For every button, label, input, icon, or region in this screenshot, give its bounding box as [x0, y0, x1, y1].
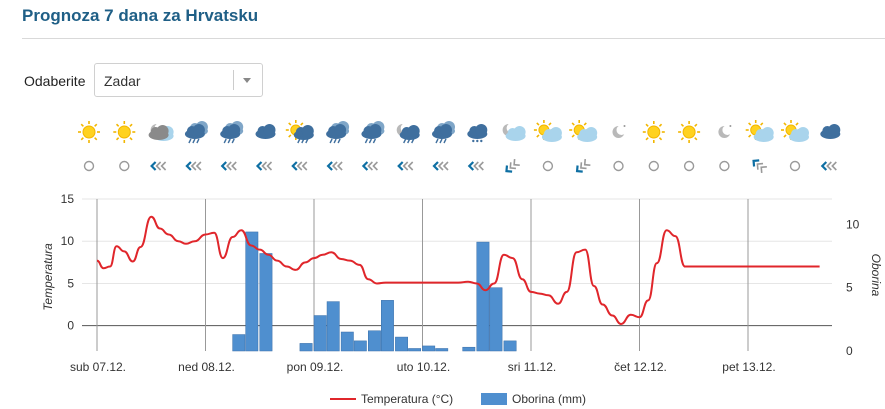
cloud-snow-icon — [467, 124, 488, 143]
cloud-rain-icon — [326, 121, 350, 144]
wind-ne-arrow-icon — [505, 159, 520, 173]
y-tick-label-left: 0 — [67, 319, 74, 333]
y-axis-title-right: Oborina — [869, 254, 883, 297]
precipitation-bar — [368, 330, 381, 352]
cloud-rain-icon — [361, 121, 385, 144]
x-tick-label: ned 08.12. — [178, 360, 235, 374]
sun-cloud-icon — [781, 120, 809, 142]
precipitation-bar — [245, 231, 259, 352]
sun-icon — [78, 121, 100, 143]
sun-icon — [113, 121, 136, 143]
wind-e-arrow-icon — [432, 161, 449, 171]
moon-icon — [718, 125, 733, 138]
sun-cloud-rain-icon — [285, 120, 314, 144]
chart-axes: 15 10 5 0 10 5 0 sub 07.12. ned 08.12. pon 09.12.… — [61, 192, 860, 374]
precipitation-bar — [435, 348, 449, 352]
city-select[interactable]: Zadar — [94, 63, 263, 97]
sun-cloud-icon — [533, 120, 562, 142]
precipitation-bar — [353, 340, 367, 352]
calm-circle-icon — [83, 160, 95, 172]
precipitation-bar — [381, 300, 394, 352]
wind-icon-row — [83, 159, 837, 173]
precipitation-bar — [422, 345, 436, 352]
wind-e-arrow-icon — [185, 161, 202, 171]
calm-circle-icon — [648, 160, 659, 172]
y-tick-label-left: 5 — [67, 276, 74, 290]
chart-legend: Temperatura (°C) Oborina (mm) — [330, 392, 586, 406]
precipitation-bar — [395, 336, 408, 352]
moon-cloud-rain-icon — [396, 123, 420, 144]
wind-e-arrow-icon — [361, 161, 378, 171]
y-tick-label-right: 0 — [846, 344, 853, 358]
precipitation-bar — [503, 340, 517, 352]
x-tick-label: pon 09.12. — [287, 360, 344, 374]
legend-label-precipitation: Oborina (mm) — [512, 392, 586, 406]
x-tick-label: sub 07.12. — [70, 360, 126, 374]
legend-item-temperature[interactable]: Temperatura (°C) — [330, 392, 453, 406]
sun-icon — [678, 121, 701, 143]
calm-circle-icon — [542, 160, 554, 172]
precipitation-bar — [340, 331, 354, 352]
chevron-down-icon[interactable] — [243, 78, 251, 83]
x-tick-label: uto 10.12. — [397, 360, 450, 374]
wind-e-arrow-icon — [397, 161, 414, 171]
wind-e-arrow-icon — [326, 161, 343, 171]
title-divider — [22, 38, 885, 39]
sun-cloud-icon — [745, 120, 774, 142]
legend-item-precipitation[interactable]: Oborina (mm) — [481, 392, 586, 406]
wind-nw-arrow-icon — [752, 159, 767, 173]
precipitation-bar — [259, 253, 273, 352]
y-axis-title-left: Temperatura — [41, 243, 55, 311]
precipitation-bar — [476, 241, 490, 352]
precipitation-bars — [232, 231, 517, 352]
sun-icon — [642, 121, 665, 143]
x-tick-label: čet 12.12. — [614, 360, 667, 374]
x-tick-label: pet 13.12. — [722, 360, 775, 374]
wind-e-arrow-icon — [255, 161, 273, 171]
wind-e-arrow-icon — [467, 161, 484, 171]
y-tick-label-left: 15 — [61, 192, 75, 206]
y-tick-label-right: 10 — [846, 217, 860, 231]
wind-e-arrow-icon — [150, 161, 167, 171]
select-divider — [233, 70, 234, 90]
wind-e-arrow-icon — [291, 161, 308, 171]
weather-icon-row — [78, 120, 841, 144]
calm-circle-icon — [719, 160, 730, 172]
precipitation-bar — [462, 346, 476, 352]
wind-e-arrow-icon — [220, 161, 237, 171]
calm-circle-icon — [613, 160, 624, 172]
y-tick-label-right: 5 — [846, 281, 853, 295]
calm-circle-icon — [683, 160, 695, 172]
legend-label-temperature: Temperatura (°C) — [361, 392, 453, 406]
x-tick-label: sri 11.12. — [508, 360, 556, 374]
precipitation-bar — [489, 287, 503, 352]
moon-cloud-icon — [502, 123, 526, 141]
legend-swatch-precipitation — [481, 393, 507, 405]
cloud-icon — [255, 124, 276, 139]
wind-e-arrow-icon — [820, 161, 837, 171]
cloud-rain-icon — [184, 121, 208, 144]
city-select-label: Odaberite — [24, 73, 86, 89]
moon-icon — [612, 125, 627, 138]
cloud-icon — [820, 124, 841, 139]
wind-ne-arrow-icon — [575, 159, 591, 173]
y-tick-label-left: 10 — [61, 234, 75, 248]
sun-cloud-icon — [569, 120, 598, 142]
precipitation-bar — [232, 334, 246, 352]
calm-circle-icon — [789, 160, 801, 172]
precipitation-bar — [326, 301, 340, 352]
moon-partly-cloudy-icon — [148, 123, 174, 141]
chart-grid — [82, 198, 832, 351]
city-select-value: Zadar — [104, 73, 141, 89]
temperature-series-line — [96, 215, 820, 325]
cloud-rain-icon — [220, 121, 244, 144]
page-title: Prognoza 7 dana za Hrvatsku — [22, 6, 259, 25]
cloud-rain-icon — [432, 121, 455, 144]
calm-circle-icon — [119, 160, 130, 172]
precipitation-bar — [313, 315, 327, 352]
temperature-line — [96, 215, 820, 325]
precipitation-bar — [299, 343, 313, 352]
precipitation-bar — [408, 348, 422, 352]
